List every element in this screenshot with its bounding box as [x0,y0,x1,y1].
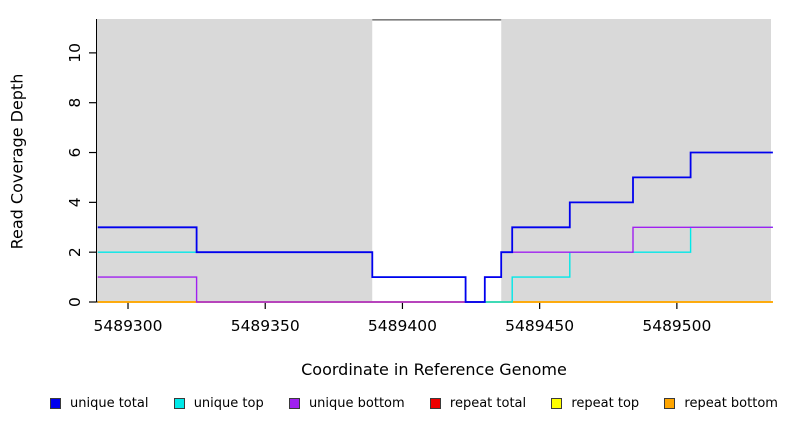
series-line-unique-total [97,151,773,303]
legend-swatch-unique-bottom [288,398,300,409]
y-tick-label: 4 [66,197,84,207]
legend-item-repeat-bottom: repeat bottom [664,396,778,411]
legend-item-repeat-top: repeat top [551,396,639,411]
legend-swatch-repeat-bottom [664,398,676,409]
legend-item-unique-bottom: unique bottom [288,396,405,411]
unique-region-left [97,19,373,302]
legend: unique total unique top unique bottom repea… [0,396,792,411]
x-tick-label: 5489500 [642,317,711,335]
legend-label: unique top [193,396,264,411]
y-tick-label: 10 [66,43,84,63]
plot-area: 5489300 5489350 5489400 5489450 5489500 0 2 4 6 8… [66,18,773,335]
y-tick-label: 8 [66,98,84,108]
x-tick-label: 5489450 [505,317,574,335]
x-tick-label: 5489350 [231,317,300,335]
legend-label: unique total [70,396,149,411]
y-tick-label: 2 [66,247,84,257]
legend-swatch-repeat-top [551,398,563,409]
x-tick-label: 5489400 [368,317,437,335]
y-tick-label: 0 [66,297,84,307]
legend-label: repeat total [449,396,527,411]
x-axis-title: Coordinate in Reference Genome [301,360,567,379]
x-tick-label: 5489300 [93,317,162,335]
legend-item-repeat-total: repeat total [429,396,527,411]
legend-swatch-unique-total [50,398,61,409]
legend-label: repeat top [571,396,640,411]
unique-region-right [501,19,771,302]
legend-item-unique-total: unique total [50,396,148,411]
legend-label: unique bottom [308,396,405,411]
y-tick-label: 6 [66,148,84,158]
legend-item-unique-top: unique top [173,396,264,411]
y-axis-title: Read Coverage Depth [7,73,27,250]
legend-swatch-repeat-total [429,398,441,409]
legend-label: repeat bottom [684,396,778,411]
legend-swatch-unique-top [173,398,185,409]
